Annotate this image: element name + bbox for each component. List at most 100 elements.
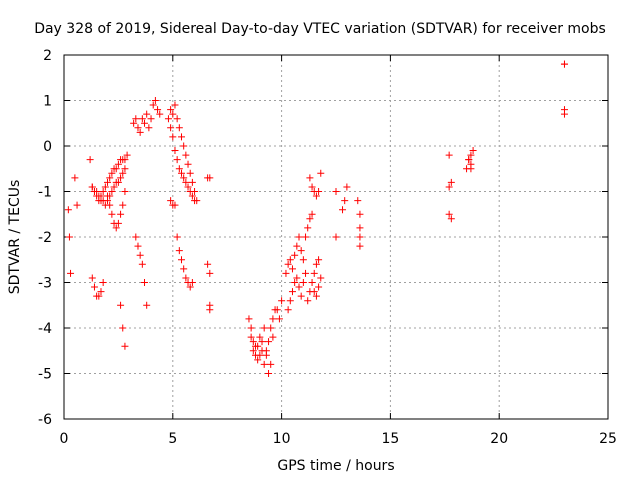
data-point	[275, 315, 283, 323]
data-point	[308, 183, 316, 191]
data-point	[310, 269, 318, 277]
data-point	[178, 256, 186, 264]
data-point	[286, 256, 294, 264]
data-point	[164, 115, 172, 123]
data-point	[354, 197, 362, 205]
y-axis-label: SDTVAR / TECUs	[7, 180, 23, 295]
data-point	[269, 333, 277, 341]
data-point	[356, 233, 364, 241]
x-tick-label: 20	[490, 431, 508, 447]
data-point	[136, 251, 144, 259]
data-point	[447, 178, 455, 186]
data-point	[123, 151, 131, 159]
y-tick-labels: -6 -5 -4 -3 -2 -1 0 1 2	[38, 48, 52, 428]
data-point	[249, 338, 257, 346]
data-point	[64, 206, 72, 214]
data-point	[110, 183, 118, 191]
data-point	[114, 178, 122, 186]
data-point	[206, 174, 214, 182]
data-point	[312, 260, 320, 268]
data-point	[180, 142, 188, 150]
data-point	[169, 133, 177, 141]
data-point	[356, 242, 364, 250]
data-points	[64, 60, 568, 377]
y-tick-label: -3	[38, 276, 52, 292]
data-point	[99, 188, 107, 195]
data-point	[171, 147, 179, 155]
data-point	[332, 233, 340, 241]
data-point	[114, 219, 122, 227]
y-tick-label: -4	[38, 321, 52, 337]
data-point	[151, 97, 159, 104]
data-point	[273, 306, 281, 314]
data-point	[467, 151, 475, 159]
data-point	[117, 301, 125, 309]
data-point	[282, 269, 290, 277]
data-point	[315, 256, 323, 264]
data-point	[341, 197, 349, 205]
y-tick-label: -5	[38, 367, 52, 383]
data-point	[317, 274, 325, 282]
data-point	[288, 265, 296, 273]
data-point	[445, 210, 453, 218]
data-point	[186, 283, 194, 291]
data-point	[306, 215, 314, 223]
data-point	[267, 360, 275, 368]
x-tick-label: 5	[168, 431, 177, 447]
chart-title: Day 328 of 2019, Sidereal Day-to-day VTE…	[34, 21, 606, 37]
data-point	[343, 183, 351, 191]
data-point	[249, 347, 257, 355]
data-point	[315, 188, 323, 195]
data-point	[256, 351, 264, 359]
data-point	[167, 106, 175, 114]
data-point	[119, 324, 127, 332]
data-point	[104, 192, 112, 200]
data-point	[88, 183, 96, 191]
data-point	[121, 156, 129, 164]
data-point	[308, 210, 316, 218]
data-point	[90, 283, 98, 291]
data-point	[145, 124, 153, 132]
data-point	[104, 178, 112, 186]
data-point	[356, 224, 364, 232]
data-point	[138, 115, 146, 123]
data-point	[73, 201, 81, 209]
data-point	[245, 315, 253, 323]
data-point	[204, 260, 212, 268]
data-point	[117, 174, 125, 182]
data-point	[156, 110, 164, 118]
data-point	[299, 256, 307, 264]
data-point	[254, 356, 262, 364]
data-point	[93, 188, 101, 195]
data-point	[132, 115, 140, 123]
data-point	[467, 165, 475, 173]
data-point	[295, 283, 303, 291]
data-point	[560, 110, 568, 118]
data-point	[175, 124, 183, 132]
data-point	[99, 279, 107, 286]
data-point	[256, 333, 264, 341]
data-point	[191, 197, 199, 205]
y-tick-label: 2	[43, 48, 52, 64]
data-point	[560, 60, 568, 68]
x-tick-labels: 0 5 10 15 20 25	[60, 431, 617, 447]
data-point	[304, 224, 312, 232]
data-point	[247, 324, 255, 332]
data-point	[86, 156, 94, 164]
data-point	[106, 201, 114, 209]
data-point	[108, 188, 116, 195]
data-point	[178, 169, 186, 177]
data-point	[134, 124, 142, 132]
x-tick-label: 15	[381, 431, 399, 447]
data-point	[167, 197, 175, 205]
data-point	[65, 233, 73, 241]
data-point	[114, 160, 122, 168]
data-point	[260, 360, 268, 368]
y-tick-label: -6	[38, 412, 52, 428]
data-point	[106, 174, 114, 182]
data-point	[269, 315, 277, 323]
data-point	[147, 115, 155, 123]
data-point	[297, 292, 305, 300]
data-point	[339, 206, 347, 214]
